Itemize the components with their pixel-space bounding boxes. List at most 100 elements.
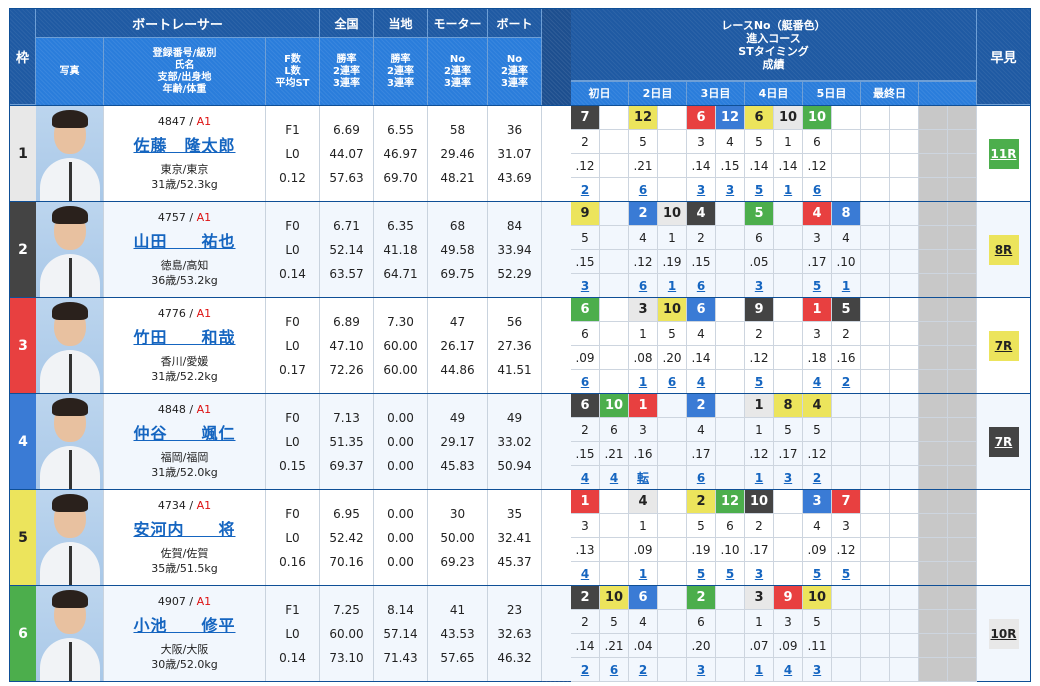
race-cell-empty	[948, 226, 977, 250]
result-link[interactable]: 5	[745, 370, 774, 394]
hayami-race-button[interactable]: 8R	[988, 234, 1019, 265]
racer-info: 4847 / A1 佐藤 隆太郎 東京/東京 31歳/52.3kg	[104, 106, 266, 201]
l-count: L0	[285, 530, 300, 545]
result-link[interactable]: 6	[571, 370, 600, 394]
result-link[interactable]: 5	[803, 274, 832, 298]
hayami-race-button[interactable]: 7R	[988, 330, 1019, 361]
local-stats: 6.55 46.97 69.70	[374, 106, 428, 201]
result-link[interactable]: 5	[745, 178, 774, 202]
hayami-race-button[interactable]: 10R	[988, 618, 1019, 649]
boat-value: 50.94	[497, 458, 532, 473]
race-cell	[861, 322, 890, 346]
boat-value: 33.94	[497, 242, 532, 257]
result-link[interactable]: 6	[600, 658, 629, 682]
race-cell	[774, 370, 803, 394]
result-link[interactable]: 3	[687, 658, 716, 682]
photo-hair	[52, 302, 88, 320]
result-link[interactable]: 1	[832, 274, 861, 298]
branch: 佐賀/佐賀	[160, 547, 209, 560]
result-link[interactable]: 6	[658, 370, 687, 394]
race-cell	[832, 658, 861, 682]
race-number: 6	[571, 298, 600, 322]
header-national-sub: 勝率 2連率 3連率	[320, 38, 374, 105]
header-boat: ボート	[488, 9, 542, 38]
race-cell	[600, 298, 629, 322]
result-link[interactable]: 4	[687, 370, 716, 394]
result-link[interactable]: 1	[745, 466, 774, 490]
entry-course: 4	[629, 226, 658, 250]
race-cell-empty	[948, 658, 977, 682]
race-cell	[716, 466, 745, 490]
result-link[interactable]: 6	[687, 466, 716, 490]
result-link[interactable]: 3	[745, 274, 774, 298]
racer-name-link[interactable]: 小池 修平	[133, 616, 236, 635]
result-link[interactable]: 5	[716, 562, 745, 586]
local-value: 0.00	[387, 554, 414, 569]
header-fl: F数 L数 平均ST	[266, 38, 320, 105]
race-cell	[716, 394, 745, 418]
race-number: 2	[629, 202, 658, 226]
hayami-race-button[interactable]: 7R	[988, 426, 1019, 457]
race-cell	[861, 298, 890, 322]
result-link[interactable]: 6	[629, 178, 658, 202]
result-link[interactable]: 3	[687, 178, 716, 202]
result-link[interactable]: 6	[687, 274, 716, 298]
result-link[interactable]: 2	[803, 466, 832, 490]
result-link[interactable]: 3	[774, 466, 803, 490]
race-cell	[600, 370, 629, 394]
racer-info: 4776 / A1 竹田 和哉 香川/愛媛 31歳/52.2kg	[104, 298, 266, 393]
race-cell-empty	[919, 562, 948, 586]
result-link[interactable]: 6	[629, 274, 658, 298]
motor-value: 41	[449, 602, 466, 617]
st-timing: .17	[803, 250, 832, 274]
result-link[interactable]: 2	[571, 658, 600, 682]
result-link[interactable]: 2	[571, 178, 600, 202]
racer-name-link[interactable]: 山田 祐也	[133, 232, 236, 251]
result-link[interactable]: 5	[832, 562, 861, 586]
result-link[interactable]: 4	[774, 658, 803, 682]
result-link[interactable]: 3	[745, 562, 774, 586]
race-cell-empty	[948, 538, 977, 562]
result-link[interactable]: 6	[803, 178, 832, 202]
label: 3連率	[387, 77, 414, 89]
result-link[interactable]: 3	[803, 658, 832, 682]
race-number: 10	[658, 298, 687, 322]
result-link[interactable]: 4	[571, 466, 600, 490]
result-link[interactable]: 1	[658, 274, 687, 298]
entry-course: 1	[774, 130, 803, 154]
result-link[interactable]: 4	[803, 370, 832, 394]
st-timing: .12	[803, 154, 832, 178]
race-cell	[861, 394, 890, 418]
result-link[interactable]: 1	[629, 562, 658, 586]
hayami-race-button[interactable]: 11R	[988, 138, 1019, 169]
racer-row: 6 4907 / A1 小池 修平 大阪/大阪 30歳/52.0kg F1 L0 0…	[10, 585, 1030, 682]
result-link[interactable]: 2	[832, 370, 861, 394]
result-link[interactable]: 1	[629, 370, 658, 394]
race-number: 5	[832, 298, 861, 322]
branch: 大阪/大阪	[160, 643, 209, 656]
result-link[interactable]: 5	[687, 562, 716, 586]
result-link[interactable]: 3	[716, 178, 745, 202]
boat-value: 43.69	[497, 170, 532, 185]
st-timing: .15	[687, 250, 716, 274]
racer-name-link[interactable]: 佐藤 隆太郎	[133, 136, 236, 155]
entry-course: 2	[687, 226, 716, 250]
race-cell	[861, 154, 890, 178]
result-link[interactable]: 2	[629, 658, 658, 682]
result-link[interactable]: 1	[745, 658, 774, 682]
racer-name-link[interactable]: 仲谷 颯仁	[133, 424, 236, 443]
st-timing: .12	[629, 250, 658, 274]
result-link[interactable]: 5	[803, 562, 832, 586]
local-value: 69.70	[383, 170, 418, 185]
label: 成績	[762, 57, 785, 71]
waku-number: 2	[10, 202, 36, 297]
result-link[interactable]: 3	[571, 274, 600, 298]
result-link[interactable]: 転	[629, 466, 658, 490]
result-link[interactable]: 4	[600, 466, 629, 490]
racer-name-link[interactable]: 竹田 和哉	[133, 328, 236, 347]
racer-name-link[interactable]: 安河内 将	[133, 520, 236, 539]
result-link[interactable]: 1	[774, 178, 803, 202]
race-cell	[600, 274, 629, 298]
race-cell	[890, 106, 919, 130]
result-link[interactable]: 4	[571, 562, 600, 586]
